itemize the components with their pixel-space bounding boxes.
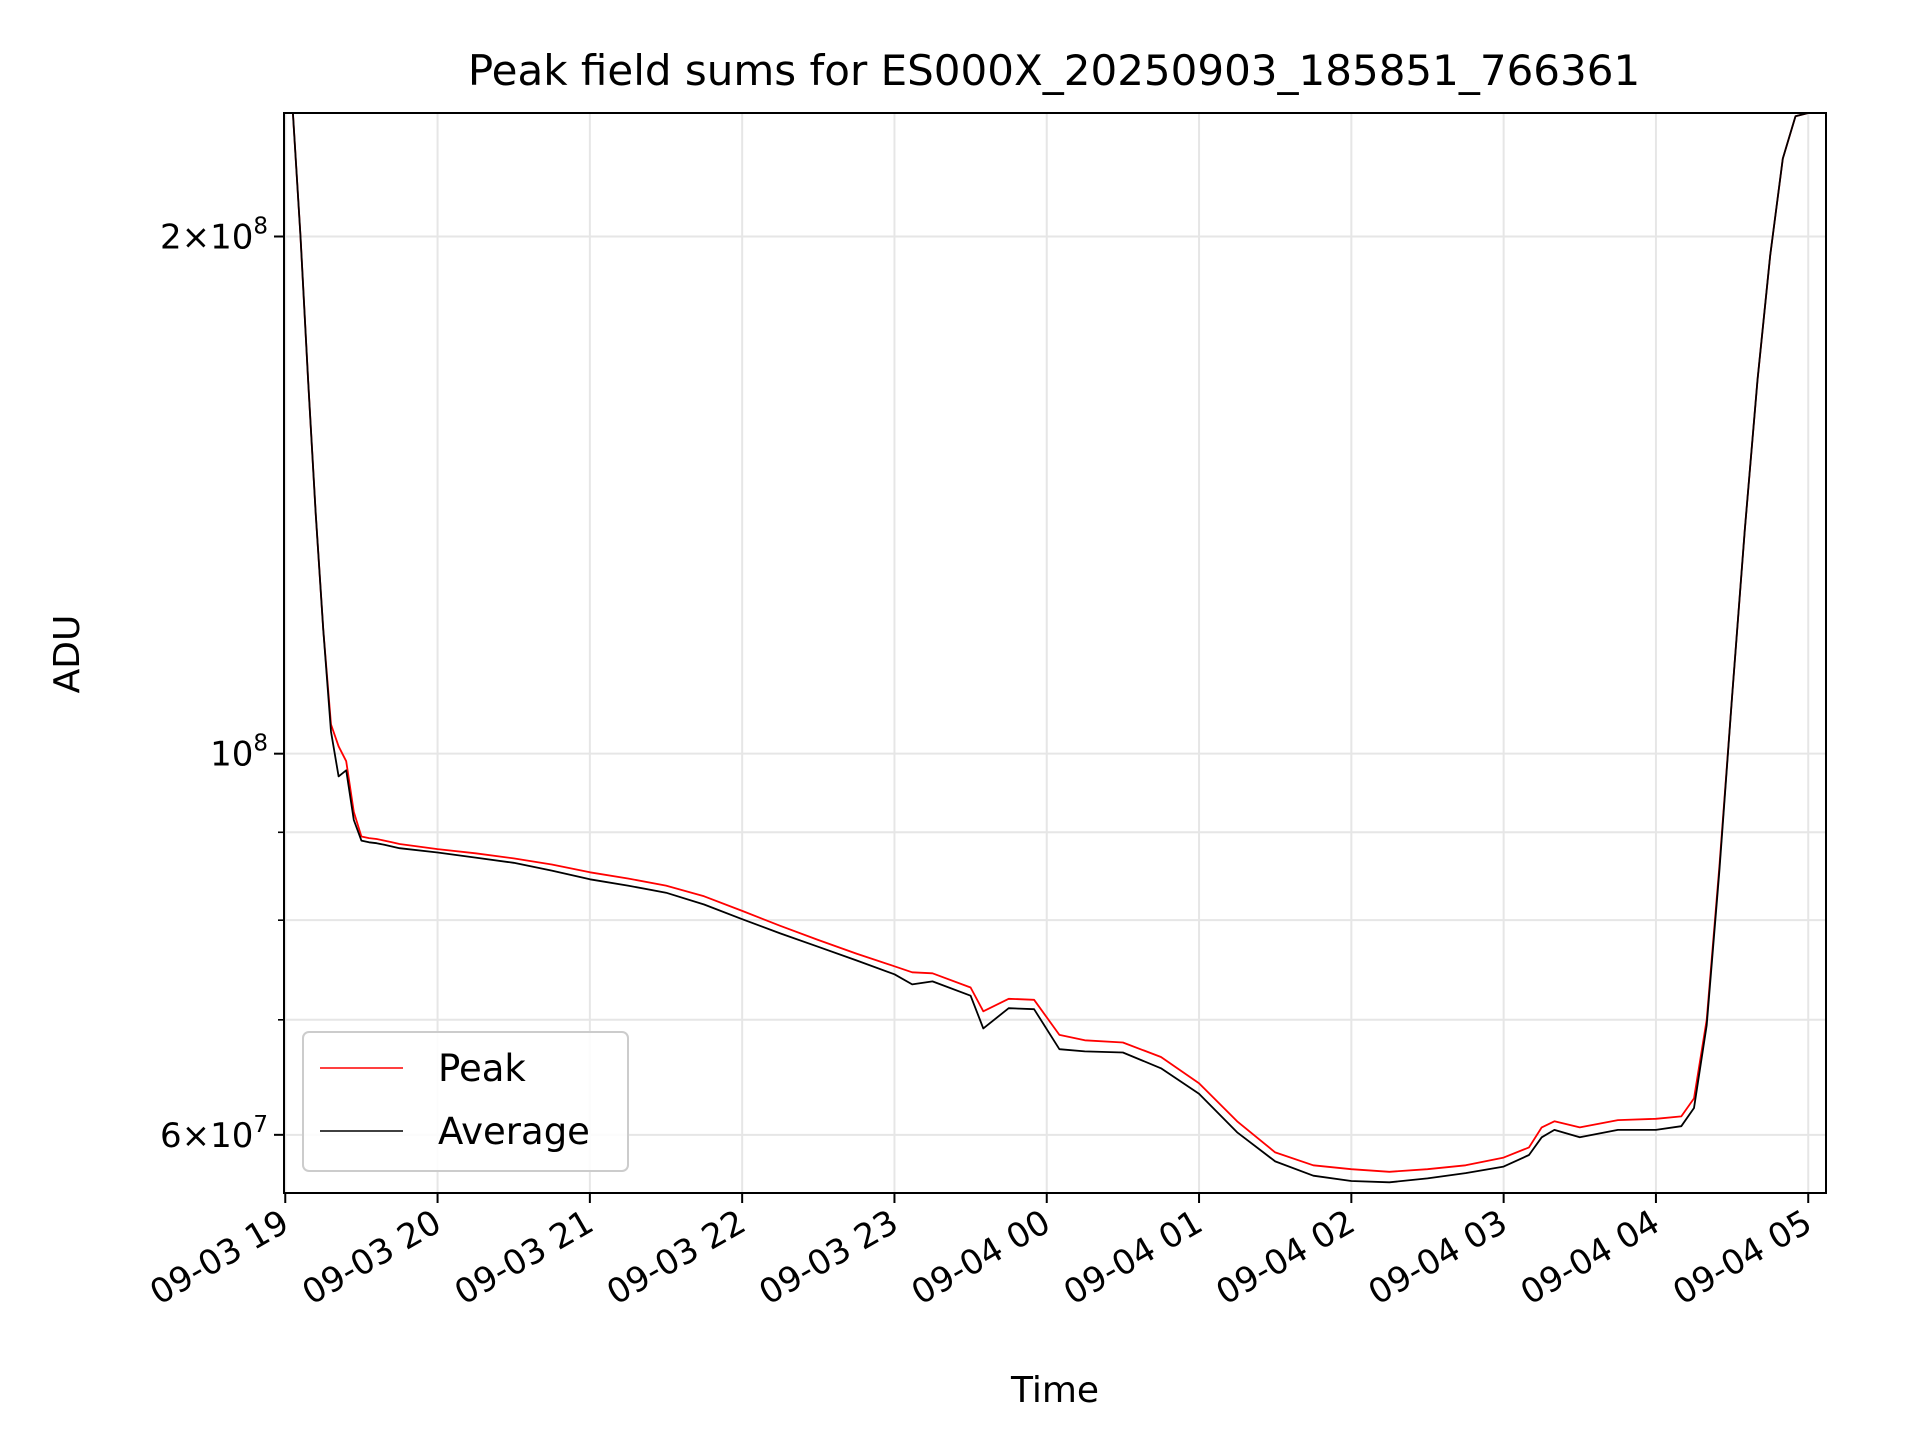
series-line-average [292,113,1809,1184]
x-axis-label: Time [1010,1370,1099,1411]
legend: Peak Average [302,1031,629,1172]
legend-label-peak: Peak [438,1047,526,1090]
legend-label-average: Average [438,1110,590,1153]
legend-box [302,1031,629,1172]
plot-frame [283,112,1827,1194]
y-tick-label: 108 [210,731,268,775]
plot-lines [292,113,1809,1184]
grid [284,113,1826,1193]
chart-title: Peak field sums for ES000X_20250903_1858… [468,46,1640,95]
series-line-peak [292,113,1809,1173]
y-axis-label: ADU [47,615,88,694]
y-tick-label: 6×107 [160,1112,268,1156]
y-axis: 6×107 108 2×108 [160,213,284,1156]
y-tick-label: 2×108 [160,213,268,257]
